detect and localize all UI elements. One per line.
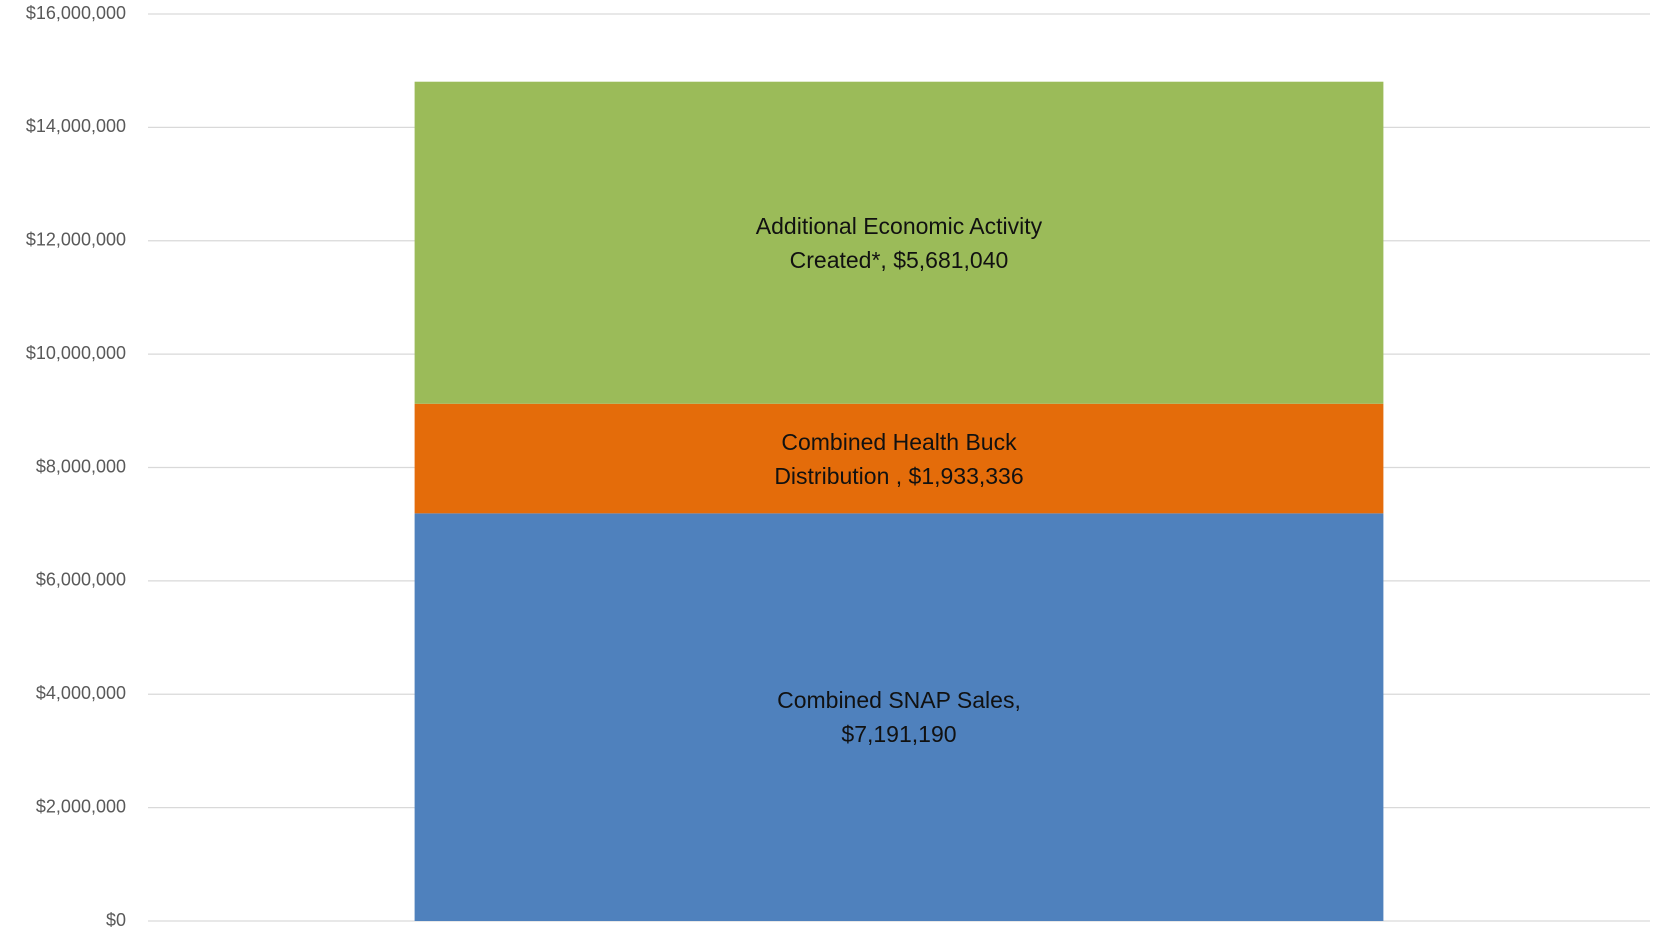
bar-segment xyxy=(414,513,1384,921)
data-label-wrap: Combined SNAP Sales, $7,191,190 xyxy=(415,513,1384,921)
data-label-wrap: Combined Health Buck Distribution , $1,9… xyxy=(415,404,1384,514)
y-tick-label: $14,000,000 xyxy=(26,116,126,136)
data-label-box: Combined SNAP Sales, $7,191,190 xyxy=(415,513,1384,921)
y-tick-label: $8,000,000 xyxy=(36,456,126,476)
data-label: Additional Economic Activity Created*, $… xyxy=(755,212,1043,273)
data-label-wrap: Additional Economic Activity Created*, $… xyxy=(415,82,1384,404)
data-label-box: Additional Economic Activity Created*, $… xyxy=(415,82,1384,404)
bar-segment xyxy=(414,81,1384,404)
y-tick-label: $0 xyxy=(106,910,126,930)
y-tick-label: $12,000,000 xyxy=(26,230,126,250)
y-tick-label: $10,000,000 xyxy=(26,343,126,363)
y-tick-label: $4,000,000 xyxy=(36,683,126,703)
data-label: Combined Health Buck Distribution , $1,9… xyxy=(774,428,1024,489)
bar-segment xyxy=(414,403,1384,514)
data-label-box: Combined Health Buck Distribution , $1,9… xyxy=(415,404,1384,514)
data-label: Combined SNAP Sales, $7,191,190 xyxy=(777,687,1021,748)
y-tick-label: $6,000,000 xyxy=(36,570,126,590)
y-tick-label: $2,000,000 xyxy=(36,796,126,816)
y-tick-label: $16,000,000 xyxy=(26,3,126,23)
